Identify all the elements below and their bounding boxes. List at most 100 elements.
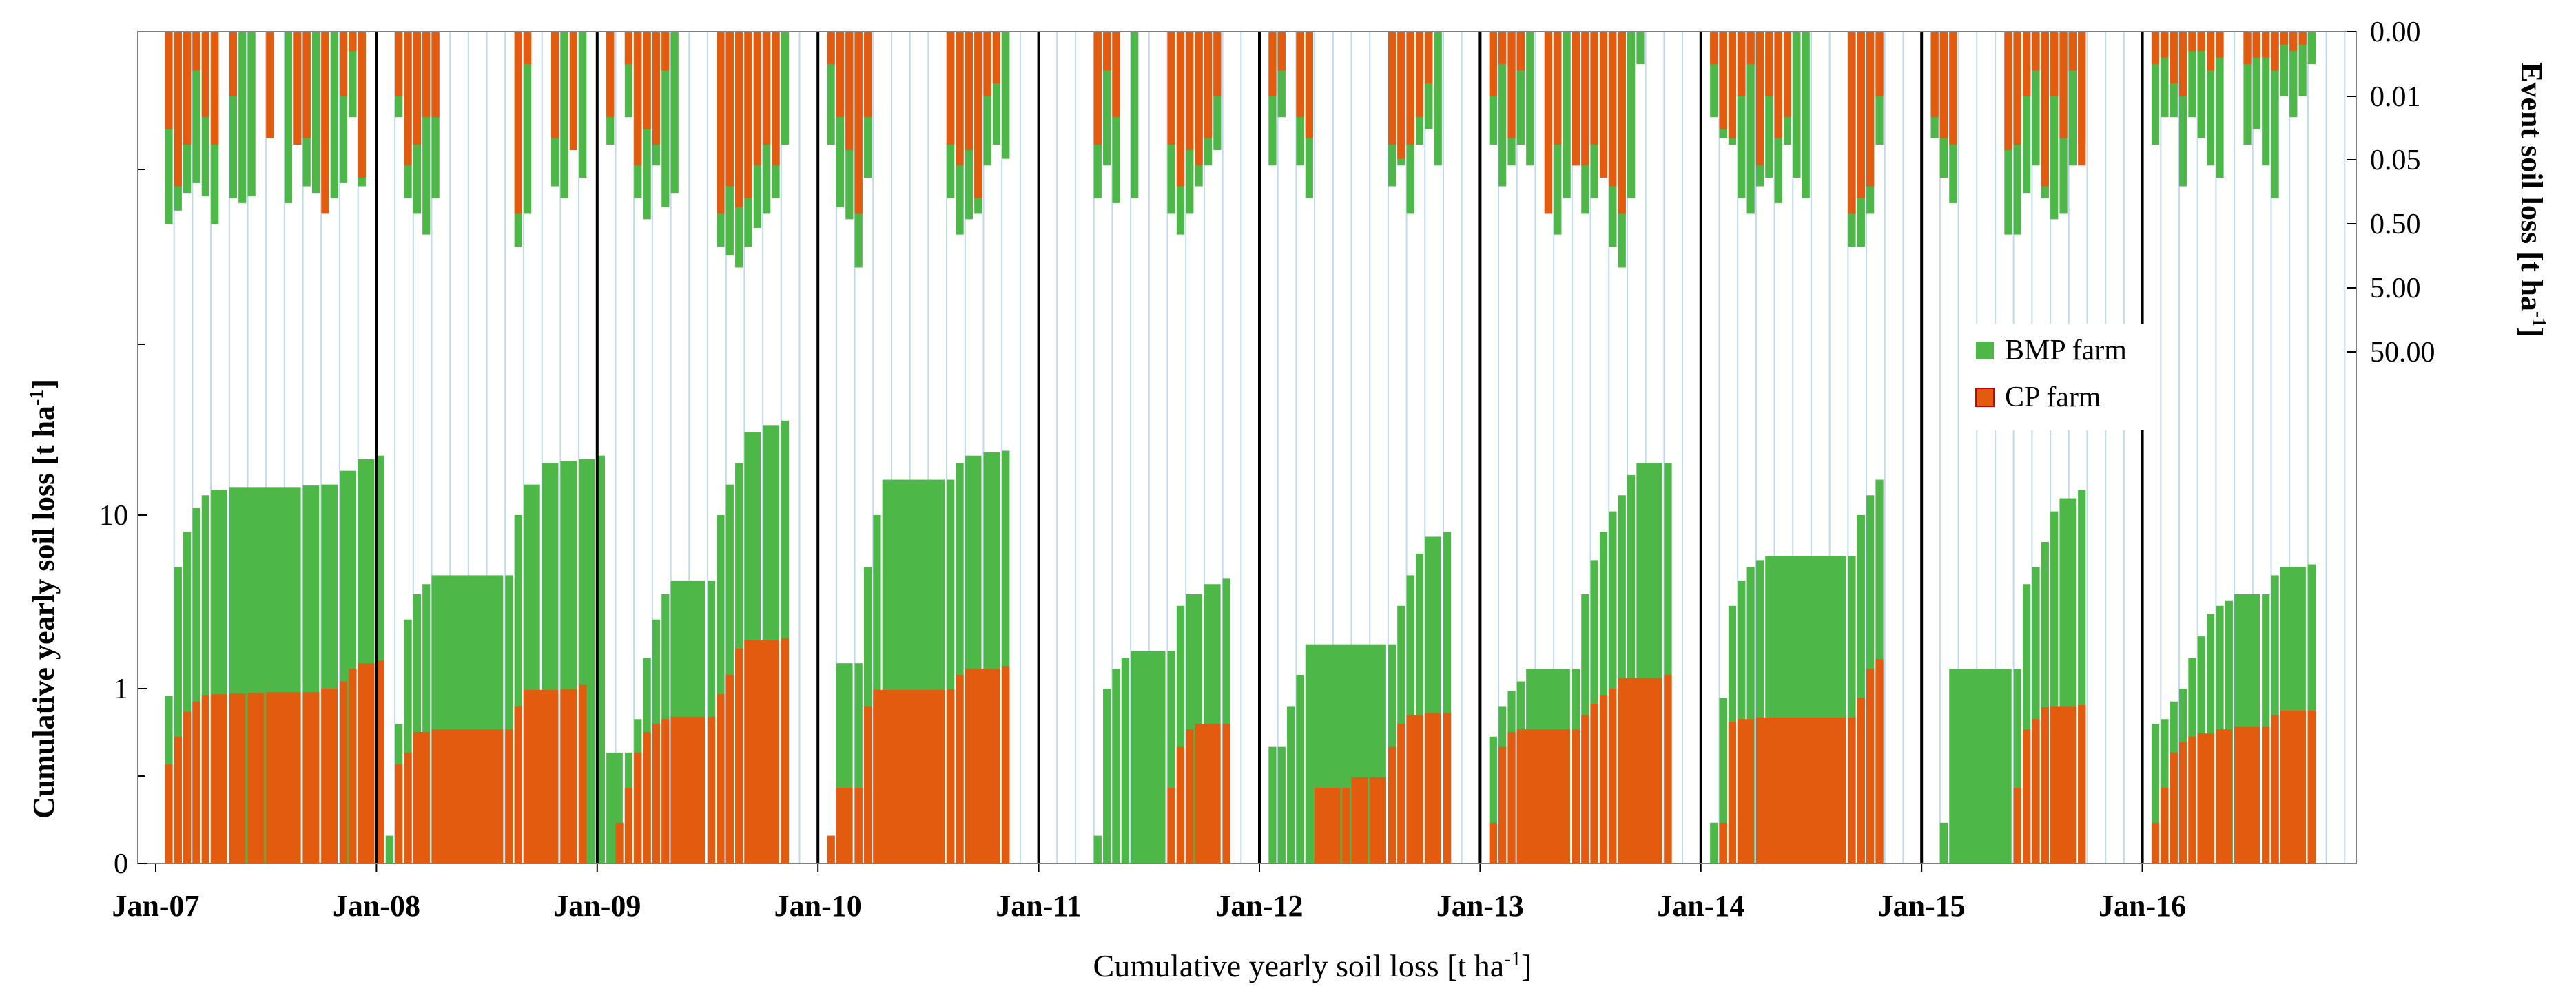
x-axis-ticks: Jan-07 Jan-08 Jan-09 Jan-10 Jan-11 Jan-12 Jan-… — [112, 864, 2186, 923]
cp-cumulative-bar — [1388, 746, 1397, 864]
bmp-cumulative-bar — [192, 508, 200, 864]
cp-event-bar — [1746, 32, 1755, 64]
cp-event-bar — [1112, 32, 1120, 118]
bmp-cumulative-bar — [1296, 675, 1304, 864]
cp-cumulative-bar — [1590, 703, 1598, 864]
bmp-cumulative-bar — [1121, 658, 1129, 864]
bmp-event-bar — [339, 32, 348, 183]
x-tick-label: Jan-16 — [2099, 889, 2186, 923]
cp-event-bar — [1599, 32, 1608, 178]
bmp-cumulative-bar — [2032, 567, 2040, 864]
bmp-event-bar — [1627, 32, 1636, 199]
bmp-event-bar — [1516, 32, 1525, 145]
cp-cumulative-bar — [165, 764, 173, 864]
bmp-cumulative-bar — [376, 455, 384, 864]
cp-event-bar — [201, 32, 209, 118]
bmp-cumulative-bar — [2023, 584, 2031, 864]
x-tick-label: Jan-09 — [553, 889, 641, 923]
bmp-event-bar — [2161, 32, 2169, 118]
cp-event-bar — [2059, 32, 2068, 138]
cp-event-bar — [321, 32, 329, 214]
cp-event-bar — [174, 32, 182, 187]
bmp-cumulative-bar — [1489, 736, 1497, 864]
cp-cumulative-bar — [1857, 698, 1865, 864]
cp-event-bar — [514, 32, 522, 214]
bmp-cumulative-bar — [514, 515, 522, 864]
bmp-event-bar — [624, 32, 633, 118]
cp-event-bar — [753, 32, 761, 166]
bmp-cumulative-bar — [1609, 511, 1617, 864]
cp-cumulative-bar — [735, 648, 743, 864]
cp-cumulative-bar — [2234, 726, 2260, 864]
bmp-event-bar — [579, 32, 587, 178]
cp-event-bar — [845, 32, 854, 151]
cp-cumulative-bar — [514, 706, 522, 864]
cp-cumulative-bar — [247, 693, 265, 864]
right-tick-label: 50.00 — [2370, 337, 2435, 368]
cp-event-bar — [2280, 32, 2289, 45]
cp-event-bar — [358, 32, 366, 178]
cp-event-bar — [2068, 32, 2077, 71]
cp-event-bar — [836, 32, 845, 118]
cp-cumulative-bar — [725, 675, 734, 864]
cp-event-bar — [1755, 32, 1764, 166]
cp-cumulative-bar — [2197, 733, 2214, 864]
cp-cumulative-bar — [956, 675, 964, 864]
cp-cumulative-bar — [744, 640, 779, 864]
cp-cumulative-bar — [965, 669, 1000, 864]
bmp-cumulative-bar — [1103, 689, 1111, 864]
cp-event-bar — [1710, 32, 1718, 64]
cp-event-bar — [772, 32, 780, 166]
cp-cumulative-bar — [2178, 742, 2187, 864]
bmp-event-bar — [1746, 32, 1755, 214]
bmp-cumulative-bar — [1167, 651, 1175, 864]
cp-cumulative-bar — [339, 681, 348, 864]
cp-cumulative-bar — [1222, 723, 1230, 864]
cp-cumulative-bar — [1848, 717, 1856, 864]
cp-cumulative-bar — [376, 660, 384, 864]
cp-cumulative-bar — [404, 752, 412, 864]
cp-cumulative-bar — [717, 694, 725, 864]
bmp-event-bar — [523, 32, 532, 214]
cp-event-bar — [2271, 32, 2279, 71]
bmp-event-bar — [2298, 32, 2307, 96]
cp-cumulative-bar — [1581, 715, 1589, 864]
bmp-event-bar — [1563, 32, 1571, 199]
cumulative-bars — [165, 420, 2316, 864]
cp-cumulative-bar — [1618, 678, 1662, 864]
cp-event-bar — [992, 32, 1001, 84]
cp-cumulative-bar — [2050, 706, 2077, 864]
cp-event-bar — [2188, 32, 2196, 52]
right-tick-label: 0.05 — [2370, 145, 2421, 176]
bmp-event-bar — [247, 32, 256, 197]
cp-event-bar — [2298, 32, 2307, 45]
x-tick-label: Jan-13 — [1436, 889, 1524, 923]
cp-event-bar — [1875, 32, 1884, 96]
bmp-cumulative-bar — [1268, 746, 1277, 864]
cp-event-bar — [1719, 32, 1727, 129]
x-tick-label: Jan-11 — [996, 889, 1082, 923]
cp-event-bar — [2078, 32, 2086, 166]
right-tick-label: 0.01 — [2370, 81, 2421, 113]
cp-event-bar — [1949, 32, 1957, 145]
cp-cumulative-bar — [201, 695, 209, 864]
cp-event-bar — [1296, 32, 1304, 118]
cp-event-bar — [661, 32, 670, 71]
bmp-cumulative-bar — [947, 479, 955, 864]
cp-event-bar — [1204, 32, 1213, 138]
cp-event-bar — [652, 32, 661, 145]
cp-cumulative-bar — [827, 835, 835, 864]
cp-cumulative-bar — [302, 692, 320, 864]
cp-cumulative-bar — [2161, 787, 2169, 864]
cp-cumulative-bar — [395, 764, 403, 864]
cp-event-bar — [717, 32, 725, 214]
cp-cumulative-bar — [836, 787, 853, 864]
cp-event-bar — [1489, 32, 1497, 96]
bmp-event-bar — [2207, 32, 2215, 166]
bmp-event-bar — [2289, 32, 2298, 118]
cp-cumulative-bar — [1397, 723, 1405, 864]
cp-event-bar — [974, 32, 982, 199]
plot-frame — [137, 31, 2357, 864]
x-tick-label: Jan-10 — [774, 889, 862, 923]
cp-event-bar — [624, 32, 633, 64]
